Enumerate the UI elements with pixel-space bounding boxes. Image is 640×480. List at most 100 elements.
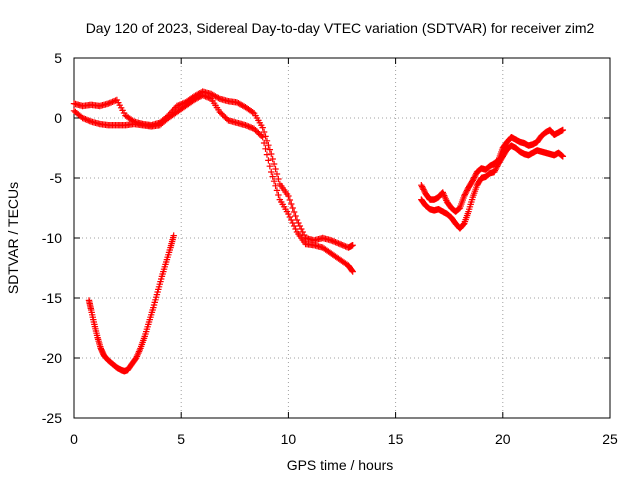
data-point-trace <box>298 225 305 233</box>
data-point-trace <box>252 127 259 134</box>
y-tick-label: -10 <box>42 230 62 246</box>
series-track-c-upper <box>418 126 567 215</box>
data-point <box>216 108 223 116</box>
data-point-trace <box>220 113 228 120</box>
data-point-trace <box>292 212 299 220</box>
data-point-trace <box>288 200 295 208</box>
data-point-trace <box>265 142 272 149</box>
data-point-trace <box>493 164 500 171</box>
data-point <box>349 268 356 275</box>
data-point-trace <box>260 139 268 147</box>
data-point-trace <box>269 173 276 180</box>
data-point-trace <box>290 208 298 216</box>
data-point <box>170 232 177 239</box>
data-point-trace <box>266 146 274 153</box>
data-point-trace <box>219 111 226 118</box>
data-point <box>349 242 356 249</box>
data-point-trace <box>249 109 256 116</box>
data-point-trace <box>300 231 308 239</box>
data-point-trace <box>215 94 222 102</box>
grid-layer <box>74 58 610 418</box>
data-point-trace <box>463 188 470 195</box>
data-point-trace <box>270 178 278 185</box>
y-tick-label: -25 <box>42 410 62 426</box>
data-point-trace <box>260 128 268 136</box>
data-point-trace <box>253 128 261 135</box>
y-tick-label: -15 <box>42 290 62 306</box>
series-track-a-upper <box>70 88 356 251</box>
y-tick-label: 5 <box>54 50 62 66</box>
y-tick-label: -20 <box>42 350 62 366</box>
data-point-trace <box>288 216 295 224</box>
data-point-trace <box>256 131 264 138</box>
data-point-trace <box>420 187 428 194</box>
data-point <box>285 210 292 218</box>
data-point-trace <box>275 191 282 199</box>
series-track-b <box>85 232 177 375</box>
data-point-trace <box>492 166 499 173</box>
data-point <box>461 192 468 200</box>
data-point-trace <box>289 204 296 212</box>
data-points-layer <box>70 88 567 375</box>
data-point-trace <box>463 187 471 194</box>
data-point-trace <box>206 95 213 102</box>
data-point-trace <box>295 219 302 227</box>
data-point-trace <box>109 98 116 105</box>
y-tick-label: 0 <box>54 110 62 126</box>
data-point <box>418 182 425 189</box>
data-point <box>250 125 258 132</box>
data-point-trace <box>269 155 276 163</box>
data-point <box>469 177 476 184</box>
data-point-trace <box>299 228 306 236</box>
data-point-trace <box>292 225 299 233</box>
data-point-trace <box>290 222 298 230</box>
x-tick-label: 20 <box>495 431 511 447</box>
y-axis-label: SDTVAR / TECUs <box>5 182 21 294</box>
data-point-trace <box>472 171 479 178</box>
data-point-trace <box>82 116 89 123</box>
data-point-trace <box>461 191 469 198</box>
data-point-trace <box>471 174 478 181</box>
data-point-trace <box>262 145 269 152</box>
data-point-trace <box>493 163 501 170</box>
data-point <box>293 216 301 224</box>
x-tick-label: 25 <box>602 431 618 447</box>
data-point-trace <box>255 129 262 137</box>
data-point-trace <box>348 267 356 274</box>
data-point-trace <box>275 175 282 183</box>
data-point <box>242 122 249 129</box>
data-point <box>491 168 498 176</box>
data-point-trace <box>419 184 426 192</box>
series-track-c-lower <box>418 142 567 232</box>
data-point-trace <box>471 173 479 180</box>
data-point-trace <box>266 163 274 170</box>
data-point-trace <box>289 219 296 227</box>
tick-layer <box>73 57 611 419</box>
data-point-trace <box>420 186 427 193</box>
data-point <box>268 168 275 176</box>
x-axis-tick-labels: 0 5 10 15 20 25 <box>70 431 618 447</box>
series-track-a-lower <box>70 92 356 275</box>
data-point-trace <box>263 151 271 158</box>
y-tick-label: -5 <box>50 170 63 186</box>
data-point <box>559 126 567 134</box>
y-axis-tick-labels: -25 -20 -15 -10 -5 0 5 <box>42 50 62 426</box>
data-point-trace <box>258 132 265 139</box>
x-axis-label: GPS time / hours <box>287 457 394 473</box>
data-point-trace <box>272 165 279 173</box>
data-point-trace <box>218 110 225 117</box>
data-point-trace <box>470 175 477 183</box>
data-point-trace <box>296 222 304 230</box>
data-point-trace <box>462 190 469 197</box>
x-tick-label: 15 <box>388 431 404 447</box>
data-point <box>285 192 292 200</box>
data-point-trace <box>460 221 467 228</box>
data-point-trace <box>270 160 278 168</box>
x-tick-label: 5 <box>177 431 185 447</box>
x-tick-label: 10 <box>281 431 297 447</box>
data-point <box>259 124 266 131</box>
data-point-trace <box>286 213 294 221</box>
data-point-trace <box>286 196 294 204</box>
data-point-trace <box>273 170 281 178</box>
